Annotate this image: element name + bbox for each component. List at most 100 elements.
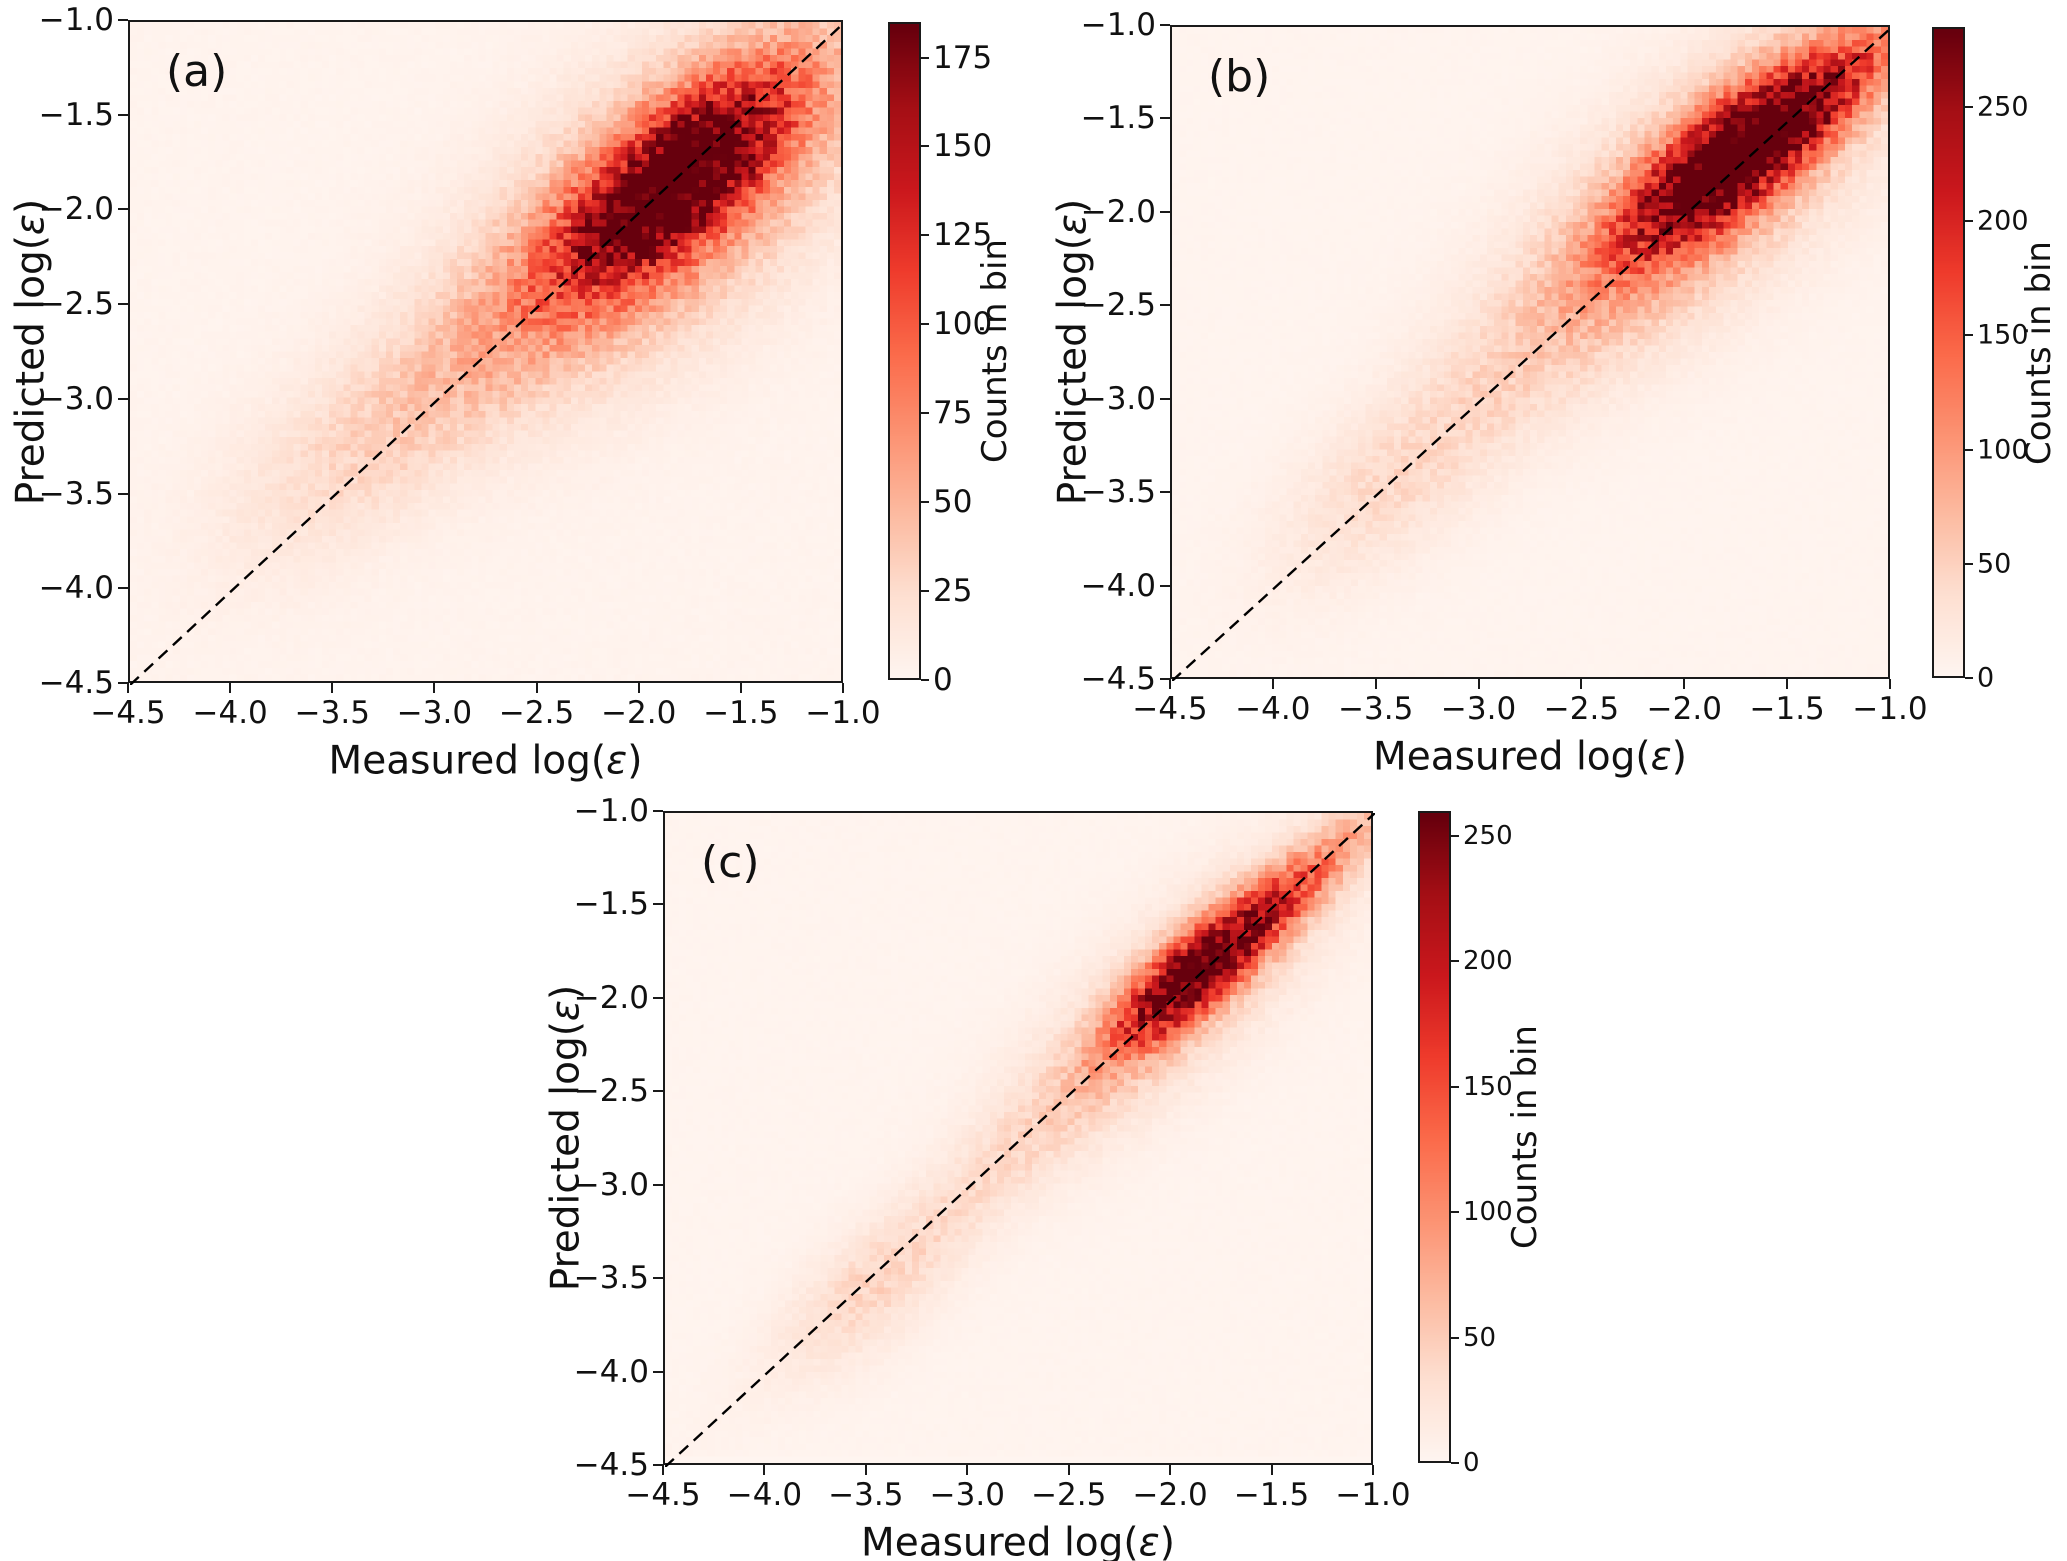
y-tick-label-a: −1.5: [38, 96, 114, 133]
colorbar-tick-label-c: 250: [1463, 821, 1513, 852]
colorbar-tick-label-b: 50: [1977, 548, 2012, 580]
x-tick-label-b: −4.5: [1132, 691, 1208, 727]
colorbar-tick-c: [1451, 1336, 1459, 1339]
x-tick-c: [1372, 1465, 1374, 1475]
x-tick-label-c: −2.0: [1132, 1477, 1208, 1513]
x-tick-c: [1270, 1465, 1273, 1475]
x-tick-c: [662, 1465, 664, 1475]
y-tick-a: [118, 492, 128, 495]
colorbar-tick-a: [921, 412, 929, 415]
y-tick-c: [653, 1277, 663, 1280]
x-tick-a: [739, 683, 742, 693]
epsilon-symbol: ε: [1050, 213, 1096, 236]
x-tick-a: [637, 683, 640, 693]
colorbar-tick-label-a: 125: [933, 217, 993, 254]
x-tick-b: [1683, 679, 1686, 689]
x-axis-label-a: Measured log(ε): [328, 738, 643, 784]
colorbar-tick-b: [1965, 220, 1973, 223]
panel-c-plot: [663, 811, 1375, 1467]
x-tick-b: [1477, 679, 1480, 689]
colorbar-tick-label-a: 25: [933, 573, 973, 610]
colorbar-tick-label-a: 75: [933, 395, 973, 432]
panel-a-heatmap-canvas: [130, 22, 841, 681]
x-tick-label-c: −3.0: [929, 1477, 1005, 1513]
colorbar-tick-a: [921, 323, 929, 326]
y-tick-c: [653, 1183, 663, 1186]
colorbar-tick-label-c: 50: [1463, 1322, 1497, 1353]
identity-line-b: [1172, 27, 1892, 681]
colorbar-tick-a: [921, 679, 929, 681]
x-axis-label-b: Measured log(ε): [1373, 734, 1687, 780]
x-tick-a: [433, 683, 436, 693]
panel-label-a: (a): [166, 46, 228, 97]
colorbar-tick-label-b: 250: [1977, 91, 2029, 123]
epsilon-symbol: ε: [1650, 734, 1672, 780]
x-tick-label-b: −1.5: [1749, 691, 1825, 727]
y-tick-label-c: −3.5: [573, 1260, 649, 1297]
colorbar-tick-c: [1451, 1462, 1459, 1464]
colorbar-gradient-a: [890, 24, 919, 678]
y-tick-label-b: −3.0: [1080, 380, 1156, 417]
y-tick-b: [1160, 678, 1170, 680]
colorbar-tick-label-b: 0: [1977, 662, 1995, 694]
x-tick-label-b: −2.0: [1646, 691, 1722, 727]
x-tick-label-b: −1.0: [1852, 691, 1928, 727]
y-tick-label-a: −3.5: [38, 475, 114, 512]
y-tick-b: [1160, 584, 1170, 587]
colorbar-tick-c: [1451, 1085, 1459, 1088]
colorbar-tick-a: [921, 234, 929, 237]
colorbar-c: [1418, 811, 1451, 1463]
colorbar-tick-a: [921, 145, 929, 148]
y-tick-a: [118, 19, 128, 21]
x-tick-b: [1374, 679, 1377, 689]
x-tick-a: [842, 683, 844, 693]
colorbar-tick-b: [1965, 448, 1973, 451]
colorbar-tick-label-a: 50: [933, 484, 973, 521]
y-tick-label-a: −1.0: [38, 2, 114, 38]
y-tick-label-b: −1.5: [1080, 100, 1156, 137]
colorbar-tick-label-a: 0: [933, 662, 953, 698]
y-tick-a: [118, 303, 128, 306]
x-tick-label-b: −3.0: [1440, 691, 1517, 727]
x-tick-label-c: −1.5: [1233, 1477, 1310, 1513]
x-tick-label-a: −4.0: [192, 695, 268, 731]
y-tick-c: [653, 1370, 663, 1373]
x-tick-label-a: −4.5: [90, 695, 166, 731]
y-tick-b: [1160, 397, 1170, 400]
colorbar-tick-label-c: 100: [1463, 1197, 1513, 1228]
panel-label-b: (b): [1208, 51, 1271, 102]
x-tick-c: [1067, 1465, 1070, 1475]
x-tick-c: [966, 1465, 969, 1475]
y-tick-b: [1160, 210, 1170, 213]
x-tick-c: [1169, 1465, 1172, 1475]
colorbar-tick-c: [1451, 835, 1459, 838]
identity-line-c: [665, 813, 1375, 1467]
x-tick-c: [763, 1465, 766, 1475]
x-axis-label-c: Measured log(ε): [861, 1521, 1175, 1561]
y-tick-label-c: −1.0: [573, 793, 649, 829]
epsilon-symbol: ε: [8, 213, 54, 235]
y-tick-label-a: −4.0: [38, 570, 114, 607]
colorbar-label-c: Counts in bin: [1505, 1025, 1545, 1249]
x-tick-label-c: −1.0: [1335, 1477, 1411, 1513]
epsilon-symbol: ε: [543, 999, 589, 1022]
y-tick-label-b: −4.5: [1080, 661, 1156, 697]
y-tick-label-c: −1.5: [573, 886, 649, 923]
y-tick-label-a: −2.5: [38, 286, 114, 323]
colorbar-tick-b: [1965, 677, 1973, 679]
colorbar-tick-c: [1451, 1211, 1459, 1214]
panel-a-plot: [128, 20, 845, 685]
colorbar-tick-label-b: 200: [1977, 205, 2029, 237]
colorbar-tick-b: [1965, 562, 1973, 565]
y-tick-b: [1160, 24, 1170, 26]
x-tick-b: [1580, 679, 1583, 689]
colorbar-tick-a: [921, 56, 929, 59]
x-tick-label-a: −1.5: [703, 695, 779, 731]
x-tick-label-a: −3.0: [396, 695, 473, 731]
colorbar-label-b: Counts in bin: [2019, 240, 2059, 465]
colorbar-tick-b: [1965, 105, 1973, 108]
y-axis-label-c: Predicted log(ε): [543, 984, 589, 1292]
y-tick-label-c: −2.0: [573, 979, 649, 1016]
x-tick-b: [1271, 679, 1274, 689]
